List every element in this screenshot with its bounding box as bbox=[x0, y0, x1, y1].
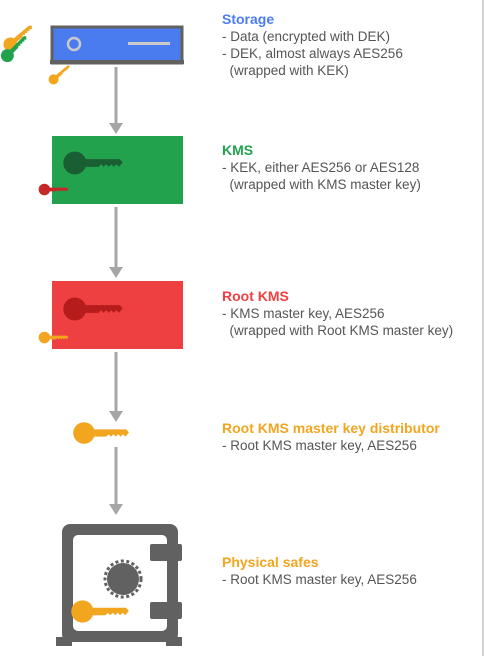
arrow-head-kms-rootkms bbox=[109, 267, 123, 278]
arrow-head-distributor-safes bbox=[109, 504, 123, 515]
safe-hinge-bottom bbox=[150, 602, 182, 619]
distributor-label: Root KMS master key distributor - Root K… bbox=[222, 419, 480, 454]
safes-line-1: - Root KMS master key, AES256 bbox=[222, 572, 417, 587]
root-kms-label: Root KMS - KMS master key, AES256 (wrapp… bbox=[222, 287, 480, 339]
storage-title: Storage bbox=[222, 11, 275, 27]
safe-dial-ridges bbox=[103, 559, 143, 599]
storage-line-2: - DEK, almost always AES256 bbox=[222, 46, 403, 61]
arrow-head-storage-kms bbox=[109, 123, 123, 134]
safe-foot-right bbox=[166, 637, 182, 646]
storage-drive-base bbox=[50, 60, 184, 64]
kek-key-green-icon bbox=[0, 31, 32, 65]
storage-label: Storage - Data (encrypted with DEK) - DE… bbox=[222, 10, 480, 79]
distributor-key-icon bbox=[73, 422, 129, 444]
right-edge-border bbox=[482, 0, 484, 656]
data-key-gold-icon bbox=[0, 20, 37, 54]
safes-title: Physical safes bbox=[222, 554, 319, 570]
safe-dial-icon bbox=[107, 563, 139, 595]
storage-line-3: (wrapped with KEK) bbox=[222, 63, 349, 78]
storage-line-1: - Data (encrypted with DEK) bbox=[222, 29, 391, 44]
kms-line-2: (wrapped with KMS master key) bbox=[222, 177, 421, 192]
safe-foot-left bbox=[56, 637, 72, 646]
dek-key-gold-icon bbox=[46, 62, 73, 87]
kms-title: KMS bbox=[222, 142, 254, 158]
arrow-head-rootkms-distributor bbox=[109, 411, 123, 422]
root-kms-line-2: (wrapped with Root KMS master key) bbox=[222, 323, 454, 338]
root-kms-title: Root KMS bbox=[222, 288, 289, 304]
root-kms-line-1: - KMS master key, AES256 bbox=[222, 306, 385, 321]
kms-label: KMS - KEK, either AES256 or AES128 (wrap… bbox=[222, 141, 480, 193]
drive-led-icon bbox=[66, 36, 82, 52]
distributor-title: Root KMS master key distributor bbox=[222, 420, 440, 436]
kms-line-1: - KEK, either AES256 or AES128 bbox=[222, 160, 420, 175]
safes-label: Physical safes - Root KMS master key, AE… bbox=[222, 553, 480, 588]
drive-slot bbox=[128, 42, 170, 45]
safe-hinge-top bbox=[150, 544, 182, 561]
distributor-line-1: - Root KMS master key, AES256 bbox=[222, 438, 417, 453]
